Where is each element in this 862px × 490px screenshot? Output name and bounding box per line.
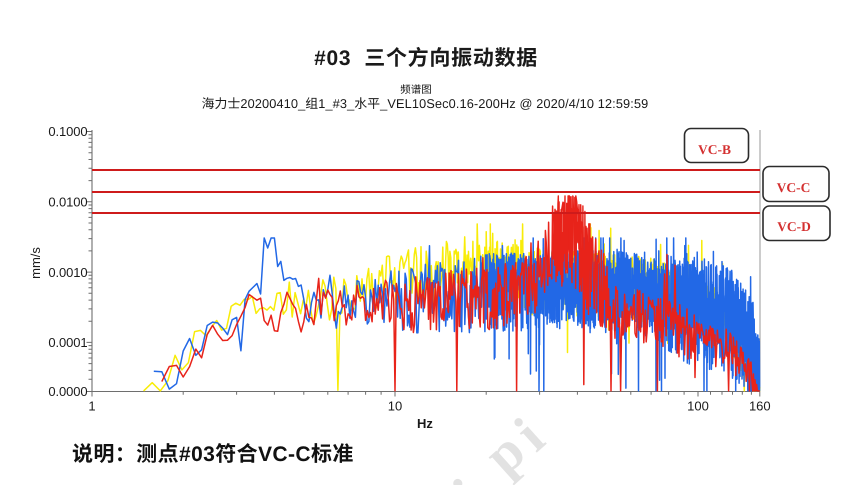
svg-text:100: 100 <box>687 399 709 414</box>
svg-text:0.0100: 0.0100 <box>48 195 87 210</box>
svg-text:0.0000: 0.0000 <box>48 384 87 399</box>
svg-text:10: 10 <box>388 399 402 414</box>
svg-text:mm/s: mm/s <box>28 247 43 279</box>
svg-text:0.1000: 0.1000 <box>48 124 87 139</box>
svg-text:160: 160 <box>749 399 771 414</box>
svg-text:0.0001: 0.0001 <box>48 335 87 350</box>
svg-text:0.0010: 0.0010 <box>48 265 87 280</box>
svg-text:1: 1 <box>88 399 95 414</box>
svg-text:Hz: Hz <box>417 416 433 431</box>
